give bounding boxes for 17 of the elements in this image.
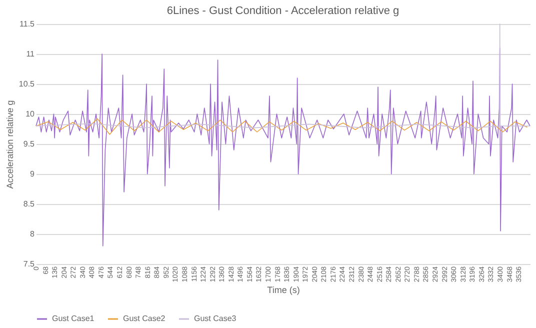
line-series — [36, 118, 528, 135]
legend-label: Gust Case3 — [194, 314, 237, 323]
y-tick-label: 11 — [26, 50, 36, 58]
legend-label: Gust Case1 — [52, 314, 95, 323]
y-tick-label: 9 — [30, 170, 36, 178]
chart-title: 6Lines - Gust Condition - Acceleration relative g — [166, 5, 400, 17]
y-tick-label: 10.5 — [18, 80, 36, 88]
y-tick-label: 8.5 — [23, 200, 36, 208]
y-tick-label: 9.5 — [23, 140, 36, 148]
y-tick-label: 8 — [30, 230, 36, 238]
y-tick-label: 10 — [26, 110, 36, 118]
x-axis-title: Time (s) — [267, 285, 300, 296]
legend-label: Gust Case2 — [123, 314, 166, 323]
y-axis-title: Acceleration relative g — [4, 100, 15, 189]
line-series — [36, 24, 530, 128]
y-tick-label: 7.5 — [23, 260, 36, 268]
y-tick-label: 11.5 — [20, 20, 36, 28]
